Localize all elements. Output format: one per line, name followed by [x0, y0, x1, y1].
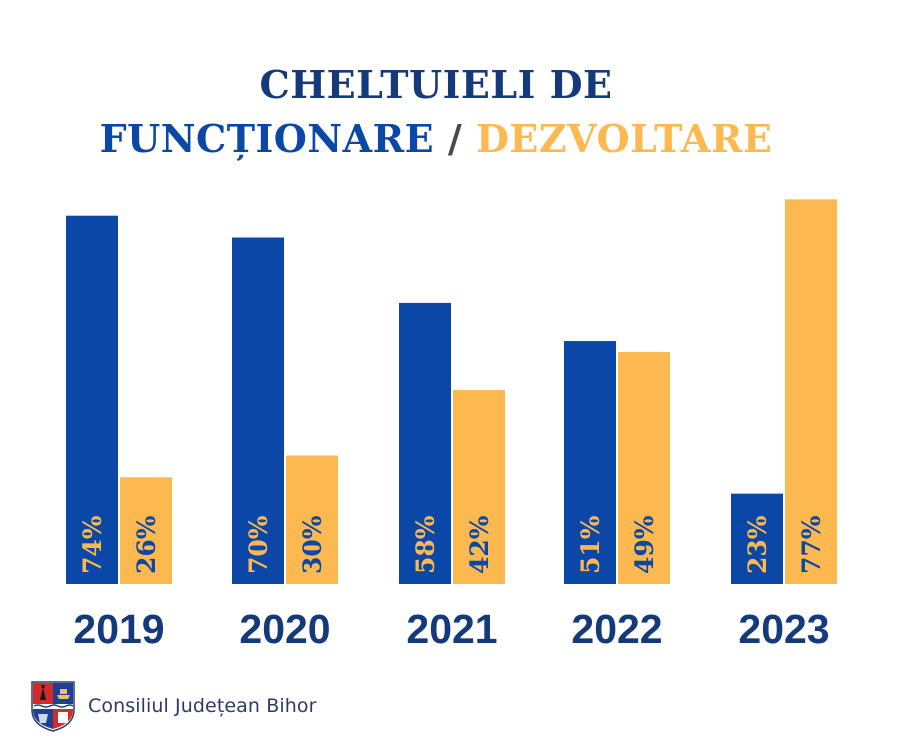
chart-title-line1: CHELTUIELI DE: [259, 62, 613, 107]
bar-dezvoltare-2022: [618, 351, 670, 584]
data-label-dezvoltare-2019: 26%: [132, 515, 161, 574]
bar-chart: 74% 26% 2019 70% 30% 2020 58% 42% 2021 51% 49% 2022…: [66, 199, 837, 652]
bar-funcționare-2019: [66, 215, 118, 584]
x-tick-label-2022: 2022: [571, 606, 662, 652]
coat-of-arms-icon: [31, 681, 75, 732]
bar-dezvoltare-2023: [785, 199, 837, 584]
bar-dezvoltare-2021: [453, 390, 505, 584]
bar-funcționare-2023: [731, 493, 783, 584]
bar-funcționare-2020: [232, 237, 284, 584]
x-tick-label-2021: 2021: [406, 606, 497, 652]
legend-dezvoltare: DEZVOLTARE: [475, 116, 773, 161]
data-label-funcționare-2021: 58%: [411, 515, 440, 574]
data-label-dezvoltare-2023: 77%: [797, 515, 826, 574]
bar-dezvoltare-2020: [286, 455, 338, 584]
data-label-funcționare-2019: 74%: [78, 515, 107, 574]
bar-funcționare-2022: [564, 341, 616, 584]
chart-title-line2: FUNCȚIONARE / DEZVOLTARE: [0, 116, 872, 161]
legend-functionare: FUNCȚIONARE: [99, 116, 435, 161]
data-label-dezvoltare-2021: 42%: [465, 515, 494, 574]
data-label-dezvoltare-2022: 49%: [630, 515, 659, 574]
title-separator: /: [434, 116, 476, 161]
data-label-funcționare-2020: 70%: [244, 515, 273, 574]
bar-dezvoltare-2019: [120, 477, 172, 584]
data-label-funcționare-2022: 51%: [576, 515, 605, 574]
data-label-funcționare-2023: 23%: [743, 515, 772, 574]
x-tick-label-2023: 2023: [738, 606, 829, 652]
organization-name: Consiliul Județean Bihor: [88, 695, 317, 717]
x-tick-label-2020: 2020: [239, 606, 330, 652]
footer-logo: Consiliul Județean Bihor: [30, 680, 316, 732]
x-tick-label-2019: 2019: [73, 606, 164, 652]
data-label-dezvoltare-2020: 30%: [298, 515, 327, 574]
bar-funcționare-2021: [399, 302, 451, 584]
